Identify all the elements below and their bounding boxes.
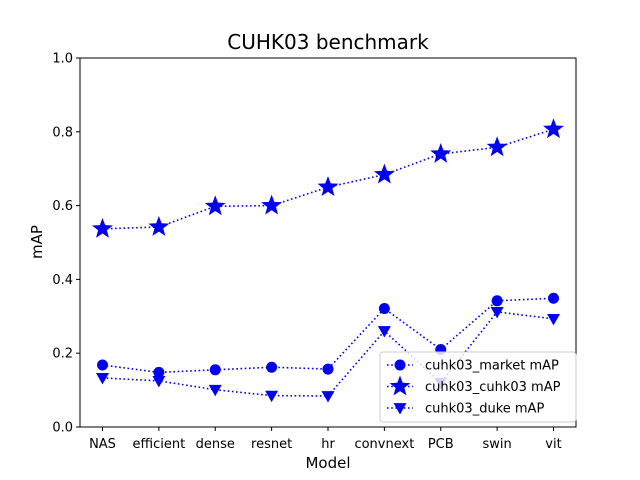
legend-label: cuhk03_cuhk03 mAP — [425, 380, 561, 395]
data-point — [153, 366, 165, 378]
data-point — [430, 142, 452, 163]
legend-swatch-marker — [389, 375, 411, 396]
legend-label: cuhk03_market mAP — [425, 359, 559, 374]
data-point — [148, 216, 170, 236]
x-tick-label: swin — [482, 437, 511, 452]
y-tick-label: 0.4 — [52, 273, 73, 288]
y-tick-label: 0.0 — [52, 421, 73, 436]
legend-swatch-marker — [393, 403, 407, 415]
data-point — [322, 363, 334, 375]
x-tick-label: vit — [545, 437, 561, 452]
series-line — [102, 297, 554, 374]
data-point — [543, 118, 564, 139]
legend: cuhk03_market mAP cuhk03_cuhk03 mAP cuhk03… — [379, 351, 577, 423]
data-point — [378, 303, 390, 315]
series-line — [102, 311, 554, 397]
data-point — [261, 194, 283, 215]
x-axis-label: Model — [305, 454, 350, 472]
data-point — [321, 391, 335, 403]
data-point — [92, 217, 113, 238]
data-point — [208, 384, 222, 397]
y-axis-label: mAP — [28, 225, 46, 259]
y-tick-label: 1.0 — [52, 52, 73, 67]
legend-swatch-marker — [394, 359, 406, 371]
data-point — [97, 359, 108, 371]
y-tick-label: 0.6 — [52, 199, 73, 214]
data-point — [373, 163, 395, 184]
data-point — [152, 376, 166, 388]
x-tick-label: hr — [321, 437, 335, 452]
y-tick-label: 0.8 — [52, 125, 73, 140]
data-point — [266, 361, 278, 373]
x-tick-label: convnext — [354, 437, 414, 452]
x-tick-label: NAS — [89, 437, 116, 452]
plot-markers — [92, 118, 564, 403]
data-point — [265, 390, 279, 403]
x-axis: NAS efficient dense resnet hr convnext PCB swin… — [89, 427, 562, 452]
data-point — [317, 176, 339, 197]
x-tick-label: efficient — [133, 437, 186, 452]
data-point — [204, 195, 226, 216]
chart-title: CUHK03 benchmark — [227, 30, 429, 54]
data-point — [377, 326, 391, 338]
legend-box — [379, 351, 577, 423]
data-point — [486, 136, 508, 157]
y-axis: 0.0 0.2 0.4 0.6 0.8 1.0 — [52, 52, 80, 436]
data-point — [491, 295, 503, 307]
x-tick-label: resnet — [251, 437, 292, 452]
y-tick-label: 0.2 — [52, 347, 73, 362]
data-point — [548, 292, 559, 304]
x-tick-label: dense — [196, 437, 235, 452]
data-point — [547, 314, 560, 326]
data-point — [96, 373, 109, 385]
x-tick-label: PCB — [428, 437, 454, 452]
data-point — [209, 364, 221, 376]
legend-label: cuhk03_duke mAP — [425, 402, 544, 417]
data-point — [490, 306, 504, 319]
